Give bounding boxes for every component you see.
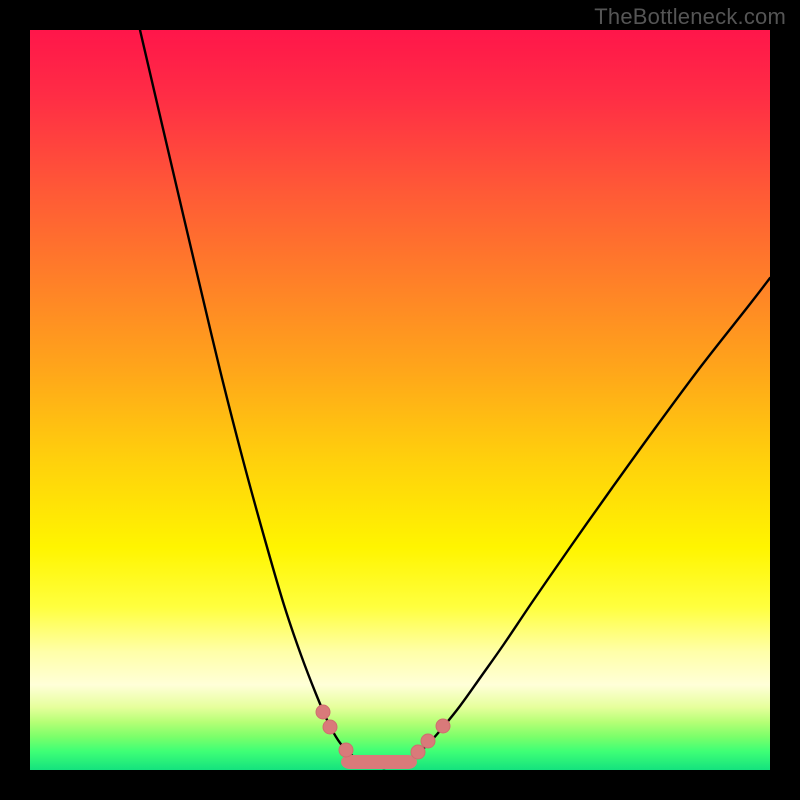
chart-area: [30, 30, 770, 770]
chart-svg: [30, 30, 770, 770]
watermark-label: TheBottleneck.com: [594, 4, 786, 30]
curve-marker: [316, 705, 330, 719]
curve-marker: [339, 743, 353, 757]
bottom-band: [341, 755, 417, 769]
curve-marker: [323, 720, 337, 734]
curve-marker: [411, 745, 425, 759]
curve-marker: [421, 734, 435, 748]
curve-marker: [436, 719, 450, 733]
